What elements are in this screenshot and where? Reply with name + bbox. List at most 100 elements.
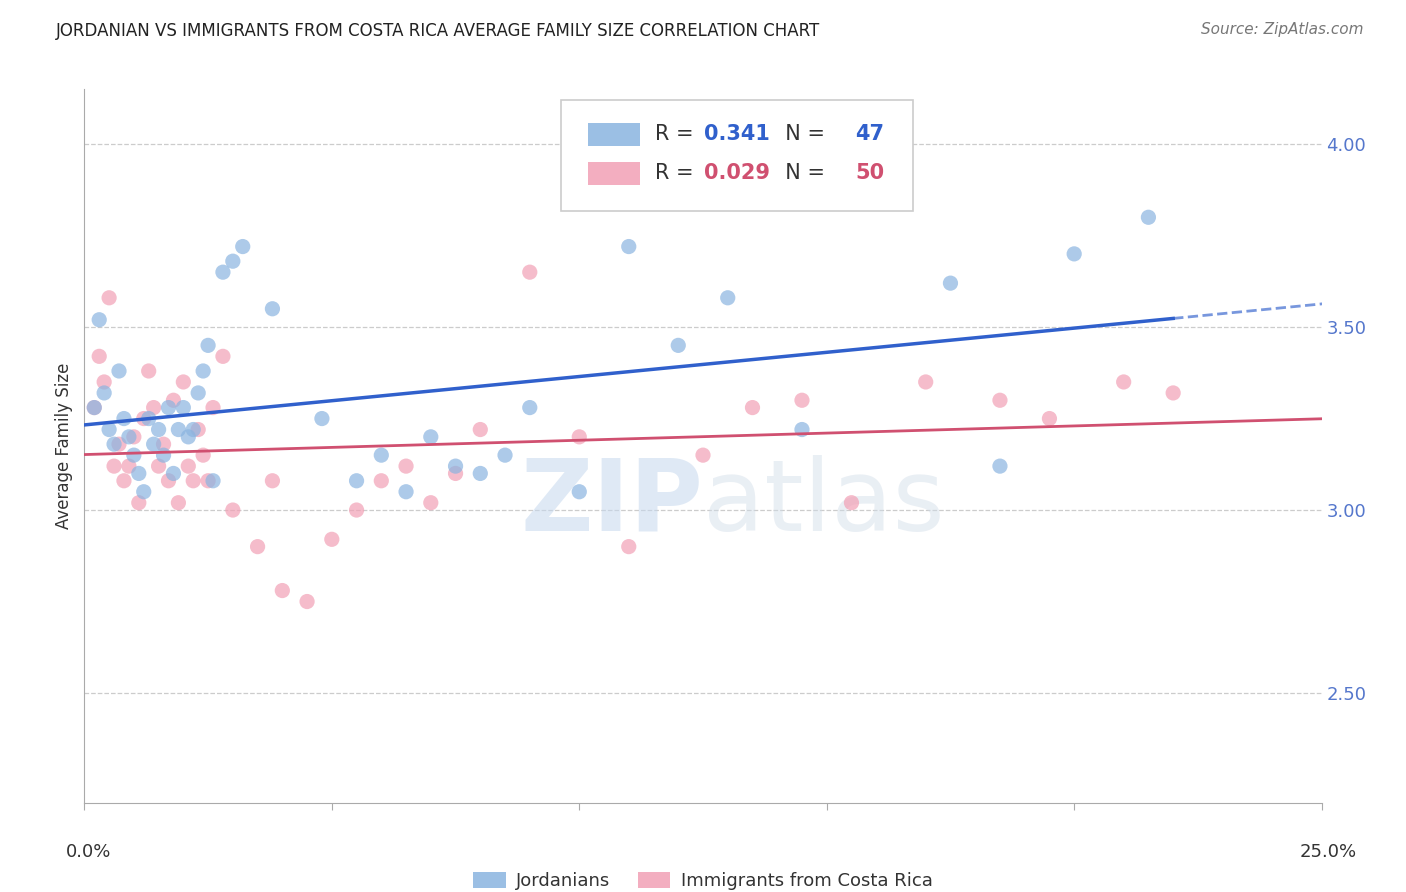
Point [519, 401, 541, 415]
Point [444, 467, 467, 481]
Text: R =: R = [655, 124, 700, 145]
Legend: Jordanians, Immigrants from Costa Rica: Jordanians, Immigrants from Costa Rica [465, 864, 941, 892]
Point [191, 448, 214, 462]
Point [128, 496, 150, 510]
Point [197, 338, 219, 352]
Point [122, 430, 145, 444]
Point [790, 393, 813, 408]
Text: N =: N = [772, 163, 832, 184]
Point [202, 401, 225, 415]
Point [172, 401, 194, 415]
Point [108, 364, 131, 378]
Point [157, 401, 180, 415]
Text: ZIP: ZIP [520, 455, 703, 551]
FancyBboxPatch shape [561, 100, 914, 211]
Point [346, 474, 368, 488]
Point [152, 437, 174, 451]
Point [122, 448, 145, 462]
Point [790, 423, 813, 437]
Point [202, 474, 225, 488]
Point [83, 401, 105, 415]
Point [98, 291, 121, 305]
Point [167, 496, 190, 510]
Point [232, 239, 254, 253]
Point [914, 375, 936, 389]
Point [167, 423, 190, 437]
Point [162, 467, 184, 481]
Point [197, 474, 219, 488]
Text: 0.0%: 0.0% [66, 843, 111, 861]
Point [162, 393, 184, 408]
Point [128, 467, 150, 481]
Point [187, 386, 209, 401]
Point [187, 423, 209, 437]
Point [470, 423, 492, 437]
Point [617, 540, 640, 554]
Point [138, 411, 160, 425]
Point [939, 276, 962, 290]
Point [222, 503, 245, 517]
Point [419, 496, 441, 510]
Text: R =: R = [655, 163, 700, 184]
Point [157, 474, 180, 488]
Point [370, 448, 392, 462]
Point [717, 291, 740, 305]
Point [89, 349, 111, 363]
Text: JORDANIAN VS IMMIGRANTS FROM COSTA RICA AVERAGE FAMILY SIZE CORRELATION CHART: JORDANIAN VS IMMIGRANTS FROM COSTA RICA … [56, 22, 821, 40]
Point [142, 437, 165, 451]
Point [470, 467, 492, 481]
Point [1161, 386, 1184, 401]
Y-axis label: Average Family Size: Average Family Size [55, 363, 73, 529]
Point [988, 459, 1011, 474]
Point [142, 401, 165, 415]
Text: 25.0%: 25.0% [1301, 843, 1357, 861]
Text: 0.341: 0.341 [704, 124, 770, 145]
Text: 50: 50 [855, 163, 884, 184]
Point [89, 312, 111, 326]
Point [118, 430, 141, 444]
Point [108, 437, 131, 451]
Point [148, 459, 170, 474]
Point [741, 401, 763, 415]
Point [112, 411, 135, 425]
Point [112, 474, 135, 488]
Point [132, 411, 155, 425]
Point [177, 430, 200, 444]
Point [118, 459, 141, 474]
Point [568, 430, 591, 444]
Point [93, 375, 115, 389]
FancyBboxPatch shape [588, 123, 640, 145]
Point [138, 364, 160, 378]
Point [666, 338, 689, 352]
Point [212, 349, 235, 363]
Text: Source: ZipAtlas.com: Source: ZipAtlas.com [1201, 22, 1364, 37]
Point [321, 533, 343, 547]
Point [395, 459, 418, 474]
Text: atlas: atlas [703, 455, 945, 551]
Point [262, 474, 284, 488]
Point [346, 503, 368, 517]
Point [212, 265, 235, 279]
Point [222, 254, 245, 268]
Point [93, 386, 115, 401]
Point [1063, 247, 1085, 261]
Point [444, 459, 467, 474]
Point [617, 239, 640, 253]
Text: N =: N = [772, 124, 832, 145]
Point [246, 540, 269, 554]
FancyBboxPatch shape [588, 162, 640, 185]
Point [177, 459, 200, 474]
Point [370, 474, 392, 488]
Point [419, 430, 441, 444]
Point [494, 448, 516, 462]
Text: 47: 47 [855, 124, 884, 145]
Point [519, 265, 541, 279]
Point [181, 474, 204, 488]
Point [692, 448, 714, 462]
Point [181, 423, 204, 437]
Point [1137, 211, 1160, 225]
Point [1112, 375, 1135, 389]
Point [132, 484, 155, 499]
Point [83, 401, 105, 415]
Point [262, 301, 284, 316]
